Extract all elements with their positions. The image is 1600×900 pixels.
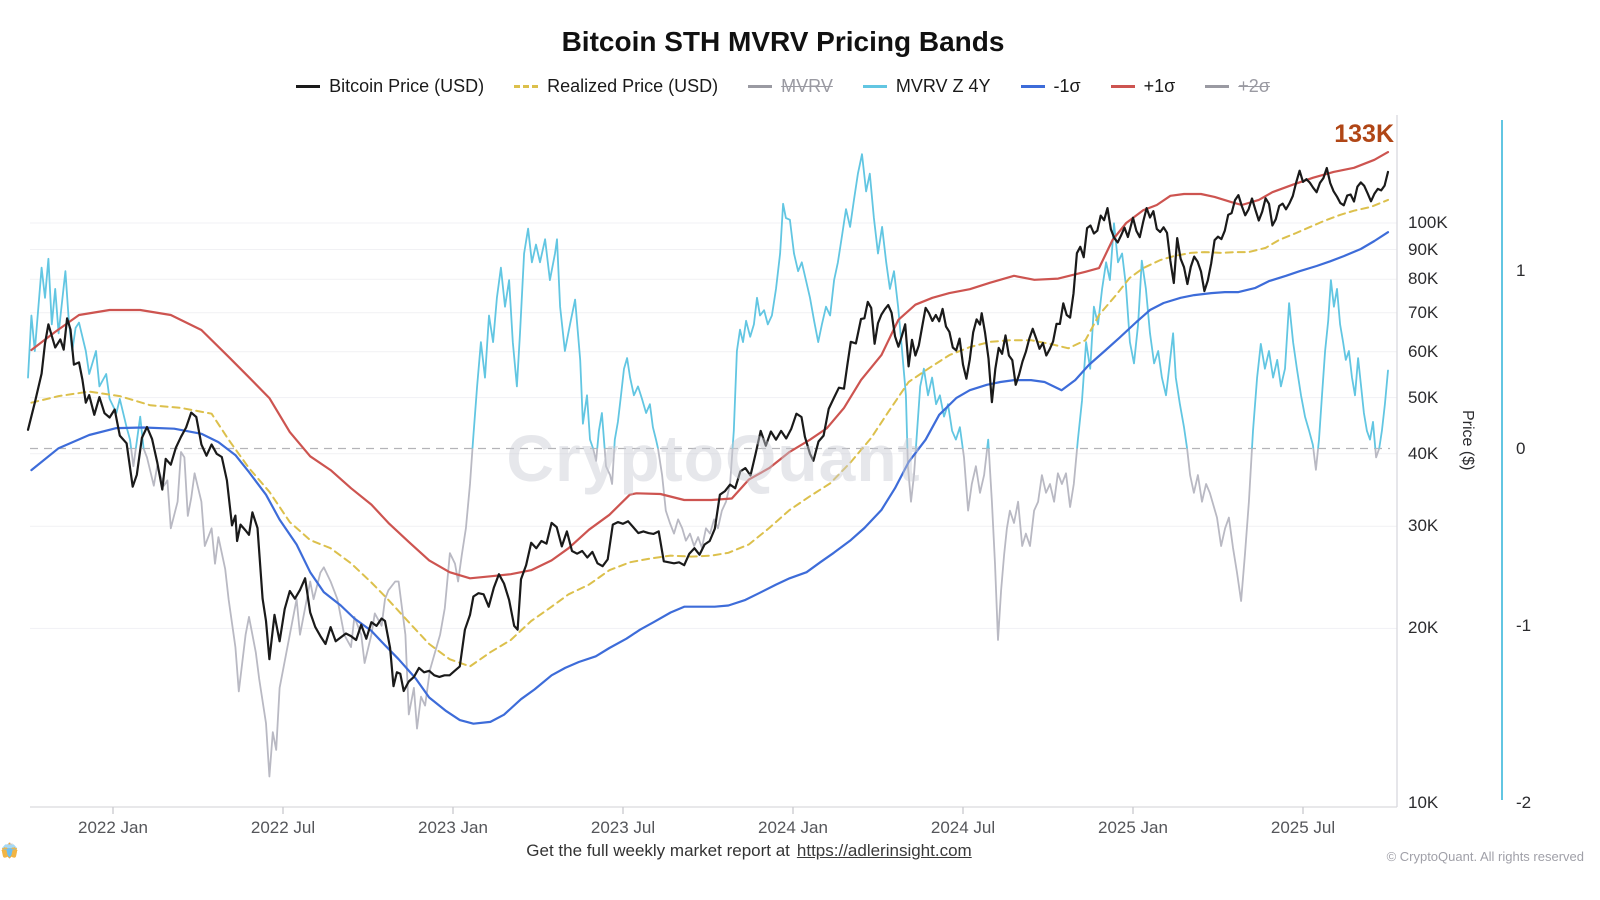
legend-label: +2σ	[1238, 76, 1270, 96]
latest-value-annotation: 133K	[1334, 120, 1394, 148]
footer-text: Get the full weekly market report at	[526, 841, 790, 860]
legend-swatch	[748, 85, 773, 88]
legend-label: Bitcoin Price (USD)	[329, 76, 485, 96]
legend-item-1[interactable]: -1σ	[1020, 76, 1081, 97]
legend-label: Realized Price (USD)	[547, 76, 719, 96]
bitcoin-price-series	[26, 166, 1390, 693]
legend-item-bitcoin-price-usd[interactable]: Bitcoin Price (USD)	[296, 76, 484, 97]
z-tick-label: 0	[1516, 438, 1526, 458]
price-tick-label: 10K	[1408, 793, 1439, 812]
price-tick-label: 90K	[1408, 239, 1439, 259]
mvrv-z-series-below-zero	[130, 448, 1381, 778]
legend-label: +1σ	[1143, 76, 1176, 96]
plus-1-sigma-series	[30, 151, 1390, 580]
z-tick-label: -1	[1516, 615, 1532, 635]
report-link[interactable]: https://adlerinsight.com	[796, 841, 972, 860]
x-tick-label: 2024 Jan	[758, 818, 828, 837]
legend-swatch	[1110, 85, 1135, 88]
z-tick-label: -2	[1516, 793, 1532, 813]
price-tick-label: 80K	[1408, 269, 1439, 289]
legend-item-2[interactable]: +2σ	[1205, 76, 1270, 97]
price-tick-label: 50K	[1408, 387, 1439, 407]
price-axis-title: Price ($)	[1459, 410, 1476, 471]
minus-1-sigma-series	[30, 231, 1390, 725]
chart-title: Bitcoin STH MVRV Pricing Bands	[561, 26, 1005, 57]
mvrv-z-series-above-zero	[27, 153, 1389, 449]
raised-hands-icon	[1, 842, 519, 861]
z-tick-label: 1	[1516, 261, 1526, 281]
x-tick-label: 2022 Jul	[250, 818, 316, 837]
horizontal-gridlines	[30, 222, 1397, 629]
x-tickmarks	[112, 807, 1304, 814]
legend-item-realized-price-usd[interactable]: Realized Price (USD)	[514, 76, 718, 97]
realized-price-series	[30, 198, 1389, 668]
legend-swatch	[514, 85, 539, 88]
legend-swatch	[1020, 85, 1045, 88]
legend-item-mvrv-z-4y[interactable]: MVRV Z 4Y	[862, 76, 991, 97]
x-tick-label: 2022 Jan	[78, 818, 148, 837]
price-tick-label: 40K	[1408, 443, 1439, 463]
x-tick-label: 2025 Jan	[1098, 818, 1168, 837]
legend-label: -1σ	[1053, 76, 1081, 96]
price-tick-label: 100K	[1408, 213, 1448, 232]
x-tick-label: 2023 Jan	[418, 818, 488, 837]
x-tick-label: 2023 Jul	[590, 818, 656, 837]
price-tick-label: 30K	[1408, 516, 1439, 536]
gem-icon	[1, 842, 493, 861]
legend-swatch	[862, 85, 887, 88]
legend-swatch	[296, 85, 321, 88]
price-tick-label: 20K	[1408, 618, 1439, 638]
x-tick-label: 2025 Jul	[1270, 818, 1336, 837]
legend-label: MVRV Z 4Y	[895, 76, 991, 96]
legend-item-mvrv[interactable]: MVRV	[748, 76, 833, 97]
legend-item-1[interactable]: +1σ	[1110, 76, 1176, 97]
copyright-notice: © CryptoQuant. All rights reserved	[1386, 849, 1584, 864]
legend-swatch	[1205, 85, 1230, 88]
footer: Get the full weekly market report at htt…	[0, 841, 1420, 861]
legend: Bitcoin Price (USD) Realized Price (USD) M…	[0, 76, 1566, 97]
orange-diamond-icon	[1, 842, 467, 861]
price-tick-label: 60K	[1408, 341, 1439, 361]
legend-label: MVRV	[781, 76, 833, 96]
x-tick-label: 2024 Jul	[930, 818, 996, 837]
price-tick-label: 70K	[1408, 302, 1439, 322]
